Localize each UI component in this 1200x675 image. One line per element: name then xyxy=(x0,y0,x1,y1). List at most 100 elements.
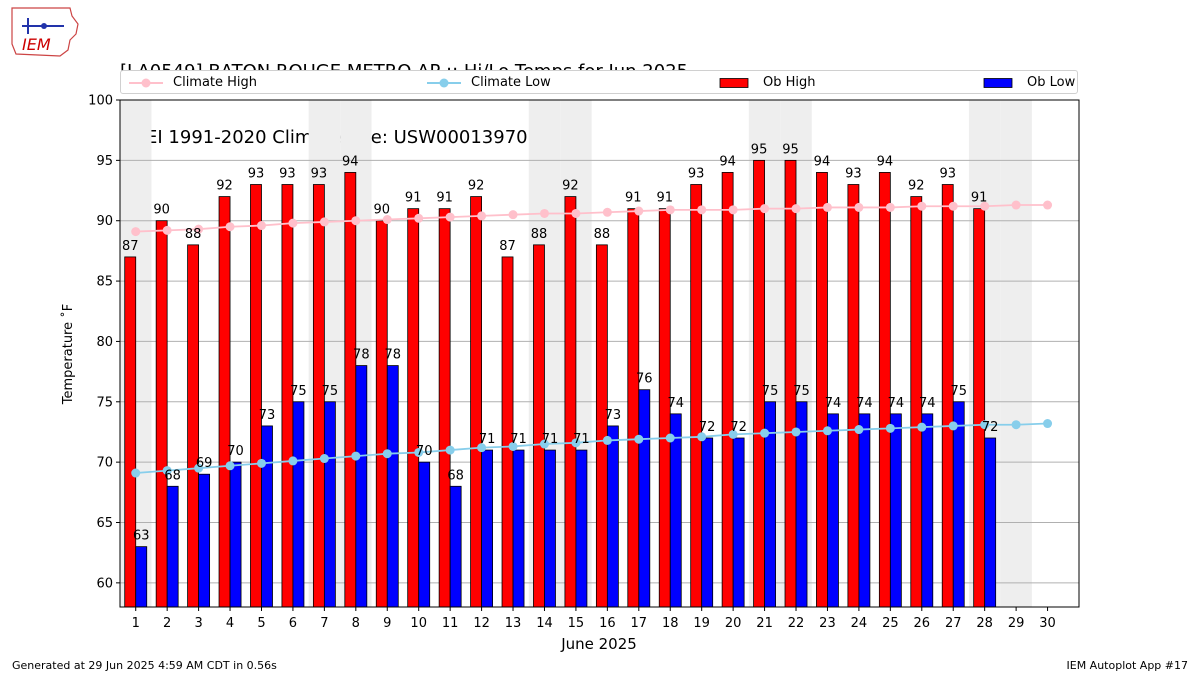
ob-low-bar xyxy=(827,413,839,608)
ob-low-bar xyxy=(512,449,525,608)
ob-high-label: 88 xyxy=(531,227,548,242)
climate-low-point xyxy=(508,441,518,451)
climate-low-point xyxy=(162,466,172,476)
climate-low-point xyxy=(225,461,235,471)
x-tick-label: 7 xyxy=(320,616,328,631)
ob-low-bar xyxy=(858,413,871,608)
ob-low-label: 73 xyxy=(259,408,276,423)
ob-high-label: 88 xyxy=(185,227,202,242)
x-tick-label: 20 xyxy=(725,616,742,631)
ob-low-bar xyxy=(135,546,148,608)
climate-low-point xyxy=(791,427,801,437)
ob-low-bar xyxy=(889,413,902,608)
climate-low-line xyxy=(135,422,1048,474)
climate-high-point xyxy=(822,202,832,212)
ob-low-label: 71 xyxy=(479,432,496,447)
legend-item-ob-high: Ob High xyxy=(719,74,869,92)
ob-high-label: 94 xyxy=(814,154,831,169)
ob-low-label: 78 xyxy=(353,348,370,363)
climate-high-point xyxy=(225,222,235,232)
climate-low-point xyxy=(256,458,266,468)
ob-low-bar xyxy=(355,365,368,608)
ob-low-label: 74 xyxy=(856,396,873,411)
x-tick-label: 16 xyxy=(599,616,616,631)
legend-item-climate-low: Climate Low xyxy=(427,74,627,92)
ob-high-label: 93 xyxy=(939,167,956,182)
climate-low-point xyxy=(382,449,392,459)
y-tick-label: 90 xyxy=(96,214,113,229)
legend: Climate High Climate Low Ob High Ob Low xyxy=(120,70,1078,94)
x-tick-label: 29 xyxy=(1008,616,1025,631)
legend-swatch-climate-low xyxy=(427,78,461,88)
ob-high-label: 87 xyxy=(122,239,139,254)
ob-low-label: 72 xyxy=(730,420,747,435)
ob-high-bar xyxy=(627,208,640,608)
y-tick-label: 95 xyxy=(96,154,113,169)
iem-logo: IEM xyxy=(8,4,82,60)
ob-high-bar xyxy=(407,208,420,608)
ob-high-label: 95 xyxy=(751,142,768,157)
ob-high-bar xyxy=(470,196,482,608)
ob-high-bar xyxy=(595,244,608,608)
y-tick-label: 80 xyxy=(96,335,113,350)
ob-low-label: 71 xyxy=(542,432,559,447)
ob-low-label: 75 xyxy=(322,384,339,399)
x-tick-label: 9 xyxy=(383,616,391,631)
climate-high-point xyxy=(980,201,990,211)
climate-low-point xyxy=(131,468,141,478)
climate-high-point xyxy=(697,205,707,215)
ob-low-label: 78 xyxy=(384,348,401,363)
ob-high-label: 93 xyxy=(845,167,862,182)
legend-label-ob-low: Ob Low xyxy=(1027,75,1076,90)
legend-item-climate-high: Climate High xyxy=(129,74,329,92)
ob-high-bar xyxy=(250,184,262,608)
ob-low-label: 72 xyxy=(699,420,716,435)
legend-item-ob-low: Ob Low xyxy=(983,74,1076,92)
ob-low-label: 71 xyxy=(573,432,590,447)
climate-high-point xyxy=(162,225,172,235)
ob-high-bar xyxy=(375,220,388,608)
climate-high-point xyxy=(445,212,455,222)
ob-high-label: 94 xyxy=(342,154,359,169)
climate-high-point xyxy=(728,205,738,215)
climate-low-point xyxy=(414,447,424,457)
x-tick-label: 23 xyxy=(819,616,836,631)
x-tick-label: 17 xyxy=(631,616,648,631)
ob-low-label: 68 xyxy=(164,468,181,483)
ob-low-label: 75 xyxy=(290,384,307,399)
legend-swatch-ob-high xyxy=(719,78,749,88)
climate-low-point xyxy=(602,435,612,445)
climate-high-point xyxy=(634,206,644,216)
climate-high-point xyxy=(571,208,581,218)
climate-low-point xyxy=(288,456,298,466)
ob-high-label: 95 xyxy=(782,142,799,157)
climate-high-point xyxy=(319,217,329,227)
footer-generated: Generated at 29 Jun 2025 4:59 AM CDT in … xyxy=(12,659,277,672)
ob-high-label: 91 xyxy=(656,191,673,206)
ob-low-bar xyxy=(606,425,619,608)
climate-high-point xyxy=(414,213,424,223)
footer-app: IEM Autoplot App #17 xyxy=(1066,659,1189,672)
climate-low-point xyxy=(351,451,361,461)
climate-low-point xyxy=(539,439,549,449)
ob-high-bar xyxy=(438,208,451,608)
ob-high-bar xyxy=(533,244,545,608)
climate-low-point xyxy=(634,434,644,444)
ob-low-label: 70 xyxy=(227,444,244,459)
ob-low-bar xyxy=(732,437,745,608)
ob-low-bar xyxy=(984,437,997,608)
climate-high-point xyxy=(602,207,612,217)
climate-low-point xyxy=(445,445,455,455)
ob-low-bar xyxy=(701,437,714,608)
ob-low-label: 70 xyxy=(416,444,433,459)
ob-high-bar xyxy=(344,172,357,608)
ob-high-bar xyxy=(690,184,703,608)
climate-high-point xyxy=(665,205,675,215)
ob-high-label: 91 xyxy=(436,191,453,206)
climate-low-point xyxy=(477,443,487,453)
ob-high-label: 92 xyxy=(562,179,579,194)
ob-low-bar xyxy=(481,449,493,608)
ob-low-bar xyxy=(638,389,651,608)
ob-low-bar xyxy=(952,401,965,608)
